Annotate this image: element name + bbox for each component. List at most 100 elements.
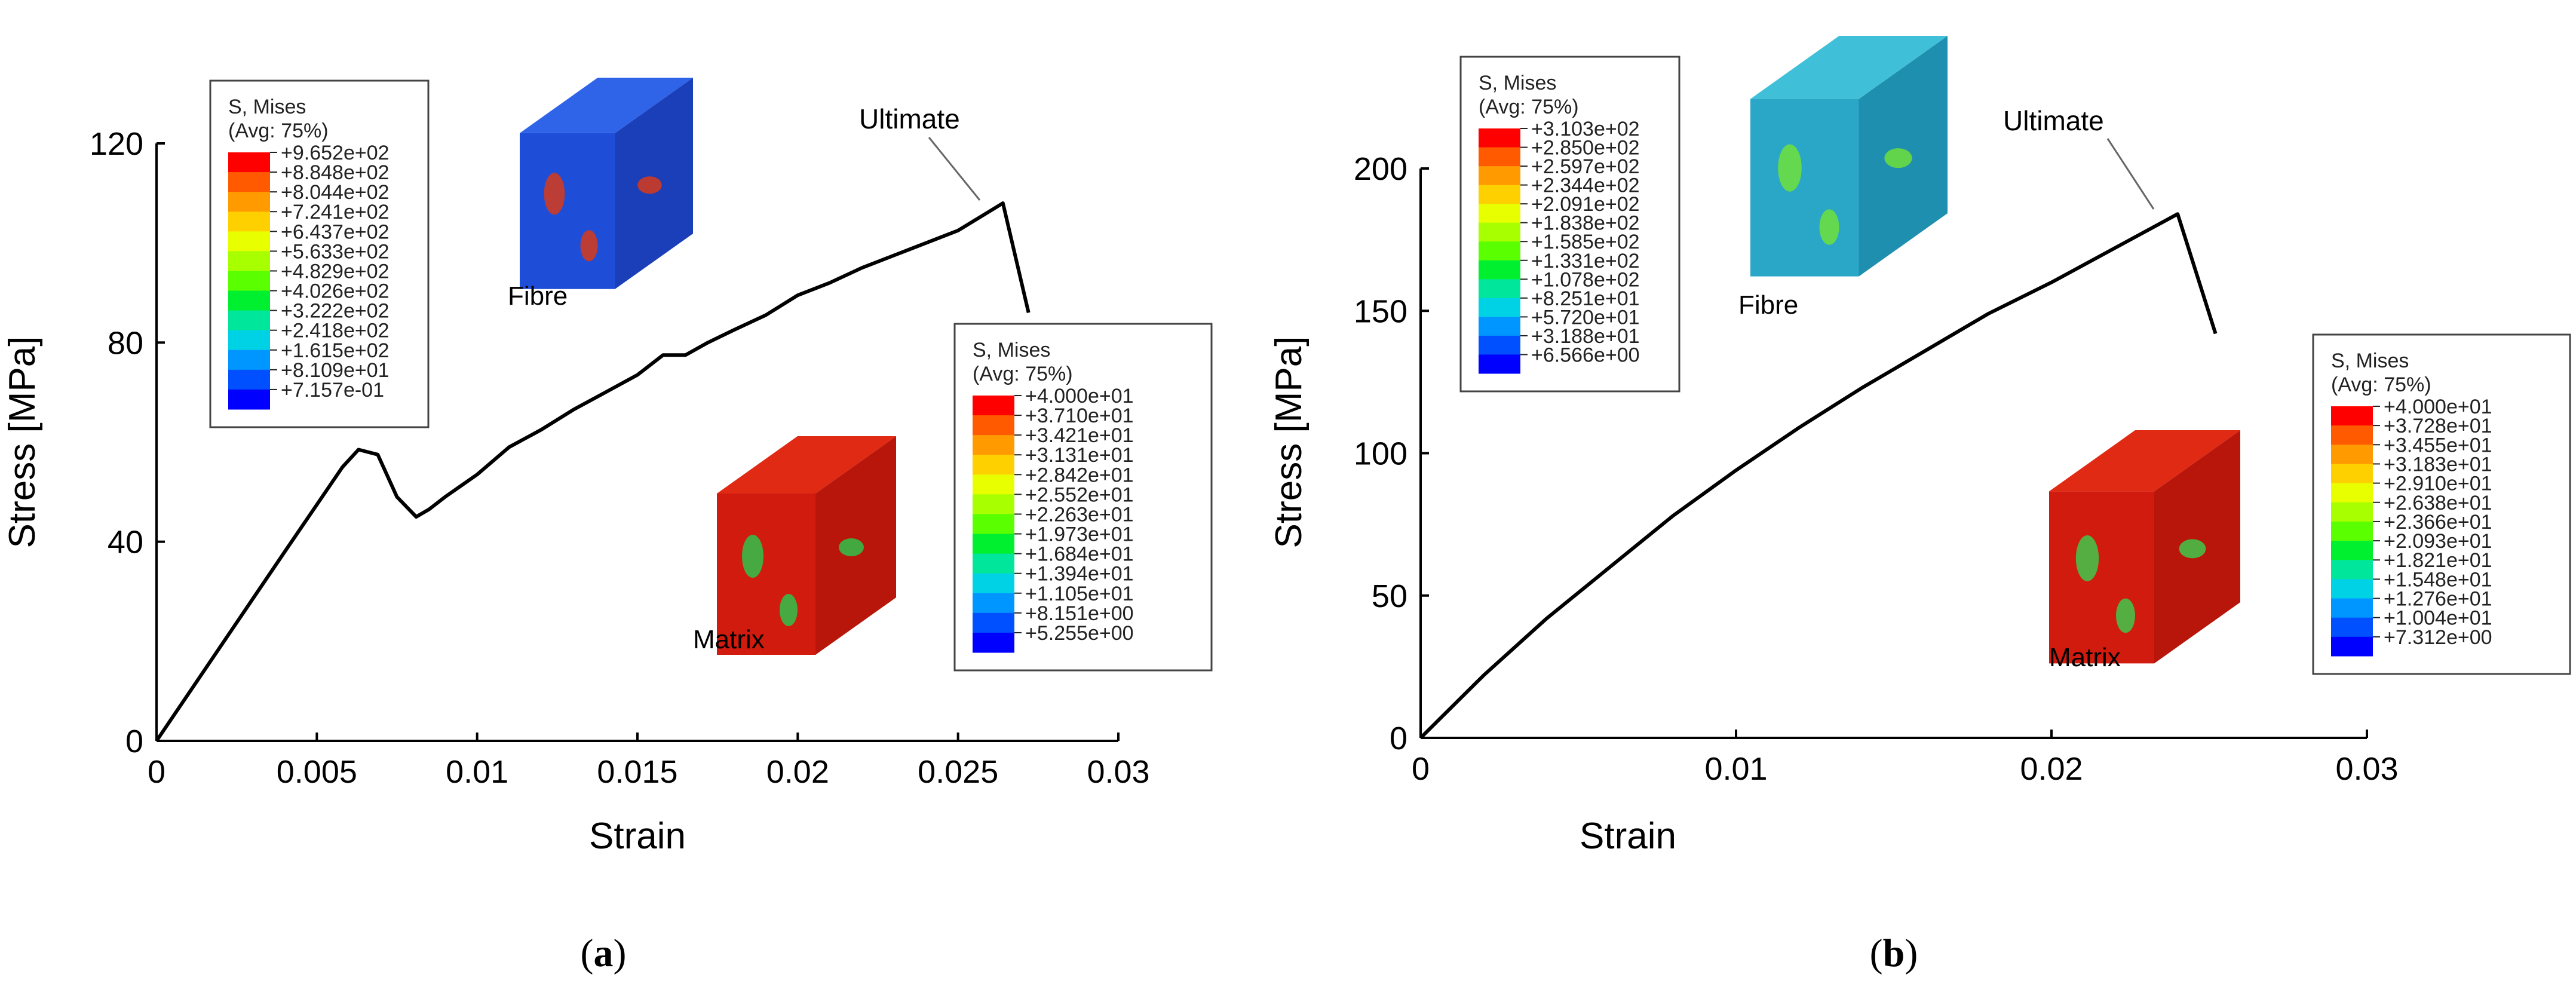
cube-contour-patch <box>2179 539 2206 559</box>
legend-value: +5.633e+02 <box>281 240 390 263</box>
legend-swatch <box>973 534 1014 554</box>
legend-value: +1.585e+02 <box>1531 231 1640 253</box>
cube-contour-patch <box>580 230 598 262</box>
legend-value: +7.157e-01 <box>281 379 384 402</box>
legend-swatch <box>2331 425 2373 445</box>
legend-swatch <box>973 573 1014 594</box>
legend-value: +5.255e+00 <box>1025 622 1134 645</box>
legend-header: S, Mises <box>228 96 306 118</box>
legend-swatch <box>2331 560 2373 580</box>
legend-swatch <box>228 152 270 173</box>
legend-value: +1.276e+01 <box>2384 588 2492 611</box>
legend-value: +3.103e+02 <box>1531 118 1640 140</box>
legend-value: +2.597e+02 <box>1531 155 1640 178</box>
legend-value: +7.241e+02 <box>281 201 390 223</box>
x-tick-label: 0.03 <box>2335 751 2398 787</box>
cube-front-face <box>520 133 615 289</box>
x-axis-title: Strain <box>1580 816 1676 857</box>
x-tick-label: 0.01 <box>1704 751 1767 787</box>
ultimate-label: Ultimate <box>2003 105 2104 136</box>
y-tick-label: 40 <box>108 525 143 560</box>
cube-contour-patch <box>1884 148 1912 168</box>
legend-value: +8.848e+02 <box>281 161 390 184</box>
fibre-stress-model <box>1750 36 1948 277</box>
legend-swatch <box>1479 260 1520 280</box>
legend-value: +2.093e+01 <box>2384 530 2492 553</box>
legend-swatch <box>2331 521 2373 541</box>
matrix-stress-model <box>2049 430 2240 664</box>
caption-letter: a <box>594 931 614 975</box>
legend-value: +2.552e+01 <box>1025 483 1134 506</box>
matrix-stress-model <box>717 436 896 655</box>
caption-paren-open: ( <box>1870 931 1883 975</box>
legend-value: +2.418e+02 <box>281 320 390 342</box>
ultimate-label: Ultimate <box>859 103 960 134</box>
legend-value: +4.000e+01 <box>2384 396 2492 418</box>
cube-top-face <box>520 78 693 133</box>
x-tick-label: 0.02 <box>2020 751 2083 787</box>
cube-contour-patch <box>1778 144 1802 192</box>
legend-value: +1.394e+01 <box>1025 563 1134 586</box>
legend-swatch <box>1479 147 1520 167</box>
legend-header: (Avg: 75%) <box>228 119 329 142</box>
cube-contour-patch <box>637 176 662 194</box>
legend-value: +2.638e+01 <box>2384 492 2492 514</box>
legend-value: +8.151e+00 <box>1025 602 1134 625</box>
legend-swatch <box>2331 636 2373 657</box>
legend-value: +8.251e+01 <box>1531 287 1640 310</box>
stress-strain-curve <box>1419 212 2218 740</box>
y-tick-label: 120 <box>90 126 143 162</box>
legend-header: S, Mises <box>2331 350 2409 372</box>
chart-panel-b: 0 0.01 0.02 0.03 0 50 100 150 200 Strain Stress [M… <box>1268 36 2571 975</box>
legend-value: +2.091e+02 <box>1531 193 1640 216</box>
legend-swatch <box>1479 354 1520 374</box>
y-tick-label: 0 <box>1390 721 1407 756</box>
legend-swatch <box>973 455 1014 475</box>
legend-swatch <box>2331 579 2373 599</box>
legend-swatch <box>973 435 1014 455</box>
cube-top-face <box>717 436 896 494</box>
legend-value: +1.078e+02 <box>1531 268 1640 291</box>
matrix-legend: S, Mises(Avg: 75%)+4.000e+01+3.710e+01+3… <box>953 323 1213 672</box>
legend-value: +3.188e+01 <box>1531 325 1640 348</box>
legend-header: (Avg: 75%) <box>973 363 1073 385</box>
legend-value: +1.821e+01 <box>2384 549 2492 572</box>
cube-contour-patch <box>839 538 864 556</box>
legend-value: +2.344e+02 <box>1531 174 1640 197</box>
cube-contour-patch <box>544 173 565 215</box>
legend-swatch <box>228 192 270 212</box>
x-tick-label: 0.02 <box>766 754 829 790</box>
legend-value: +2.850e+02 <box>1531 137 1640 160</box>
legend-value: +1.838e+02 <box>1531 212 1640 235</box>
x-tick-label: 0 <box>148 754 165 790</box>
legend-swatch <box>1479 222 1520 242</box>
legend-swatch <box>1479 185 1520 204</box>
legend-value: +7.312e+00 <box>2384 626 2492 649</box>
legend-value: +2.366e+01 <box>2384 511 2492 534</box>
legend-value: +1.331e+02 <box>1531 250 1640 272</box>
legend-value: +2.263e+01 <box>1025 503 1134 526</box>
y-axis-title: Stress [MPa] <box>1268 336 1310 548</box>
legend-swatch <box>1479 279 1520 299</box>
legend-value: +3.421e+01 <box>1025 424 1134 447</box>
legend-swatch <box>973 474 1014 495</box>
caption-paren-close: ) <box>614 931 627 975</box>
legend-swatch <box>1479 335 1520 355</box>
y-tick-label: 50 <box>1372 578 1407 614</box>
fibre-legend: S, Mises(Avg: 75%)+3.103e+02+2.850e+02+2… <box>1459 56 1680 393</box>
legend-swatch <box>973 593 1014 614</box>
legend-value: +3.710e+01 <box>1025 404 1134 427</box>
legend-swatch <box>228 310 270 331</box>
legend-value: +8.044e+02 <box>281 181 390 204</box>
caption-paren-close: ) <box>1905 931 1918 975</box>
legend-value: +6.437e+02 <box>281 220 390 243</box>
legend-swatch <box>1479 204 1520 223</box>
fibre-label: Fibre <box>508 281 568 311</box>
legend-value: +4.000e+01 <box>1025 385 1134 407</box>
legend-value: +3.455e+01 <box>2384 434 2492 456</box>
legend-value: +4.026e+02 <box>281 280 390 303</box>
legend-swatch <box>228 271 270 292</box>
cube-contour-patch <box>2116 598 2135 633</box>
cube-top-face <box>1750 36 1948 99</box>
